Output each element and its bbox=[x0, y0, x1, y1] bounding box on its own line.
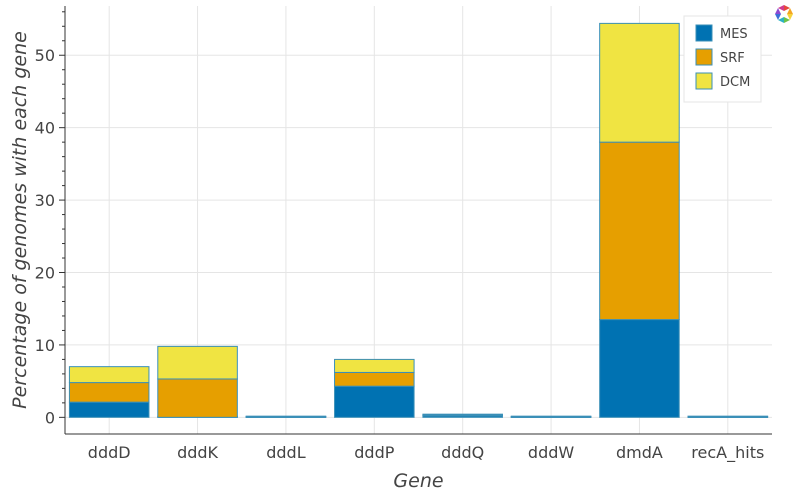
legend-swatch-dcm[interactable] bbox=[695, 72, 713, 90]
bar-segment-mes-dmda bbox=[599, 319, 680, 418]
y-tick-label: 10 bbox=[35, 336, 55, 355]
bar-segment-dcm-dmda bbox=[599, 22, 680, 143]
y-tick-label: 30 bbox=[35, 191, 55, 210]
y-tick-label: 50 bbox=[35, 46, 55, 65]
bar-segment-dcm-dddq bbox=[422, 413, 503, 416]
bars bbox=[68, 22, 769, 418]
bar-segment-srf-dmda bbox=[599, 141, 680, 321]
y-tick-label: 0 bbox=[45, 408, 55, 427]
x-tick-label: dddL bbox=[266, 443, 305, 462]
x-tick-label: dddP bbox=[354, 443, 394, 462]
bar-segment-srf-dddk bbox=[157, 378, 238, 418]
x-tick-label: dmdA bbox=[616, 443, 663, 462]
bar-segment-srf-dddd bbox=[68, 382, 150, 403]
x-tick-label: dddK bbox=[177, 443, 218, 462]
legend-swatch-srf[interactable] bbox=[695, 48, 713, 66]
y-axis-title: Percentage of genomes with each gene bbox=[9, 31, 31, 409]
legend-swatch-mes[interactable] bbox=[695, 24, 713, 42]
bar-segment-dcm-dddk bbox=[157, 345, 238, 380]
bokeh-logo-icon[interactable] bbox=[774, 4, 794, 24]
bar-segment-dcm-dddd bbox=[68, 366, 150, 384]
y-tick-label: 40 bbox=[35, 119, 55, 138]
y-tick-label: 20 bbox=[35, 264, 55, 283]
bar-segment-mes-dddd bbox=[68, 401, 150, 418]
bar-segment-mes-dddp bbox=[334, 385, 415, 418]
x-tick-label: dddQ bbox=[441, 443, 484, 462]
bar-segment-srf-dddp bbox=[334, 371, 415, 387]
bar-segment-dcm-reca_hits bbox=[687, 415, 769, 418]
legend-label-dcm[interactable]: DCM bbox=[720, 75, 750, 90]
bar-segment-dcm-dddl bbox=[245, 415, 327, 418]
legend-label-mes[interactable]: MES bbox=[720, 27, 748, 42]
legend[interactable]: MES SRF DCM bbox=[683, 15, 762, 103]
bar-segment-dcm-dddw bbox=[510, 415, 592, 418]
legend-label-srf[interactable]: SRF bbox=[720, 51, 745, 66]
x-tick-label: dddD bbox=[88, 443, 131, 462]
x-tick-label: recA_hits bbox=[691, 443, 764, 463]
y-axis: 0 10 20 30 40 50 bbox=[35, 6, 66, 434]
x-axis: dddD dddK dddL dddP dddQ dddW dmdA recA_hits bbox=[65, 433, 772, 463]
x-axis-title: Gene bbox=[393, 470, 443, 492]
bar-segment-dcm-dddp bbox=[334, 358, 415, 373]
x-tick-label: dddW bbox=[528, 443, 574, 462]
